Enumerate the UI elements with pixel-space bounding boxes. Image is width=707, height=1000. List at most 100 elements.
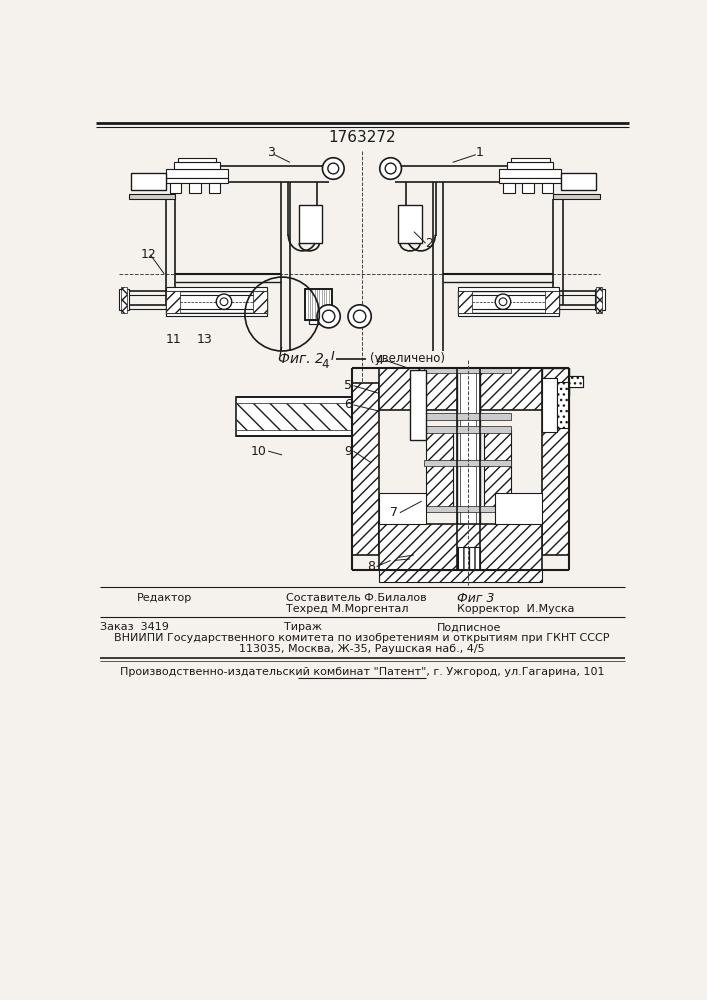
Text: Тираж: Тираж — [284, 622, 322, 632]
Circle shape — [220, 298, 228, 306]
Bar — [458, 291, 472, 312]
Text: 4: 4 — [321, 358, 328, 371]
Circle shape — [385, 163, 396, 174]
Bar — [166, 169, 228, 178]
Bar — [410, 370, 426, 440]
Text: 11: 11 — [165, 333, 182, 346]
Bar — [458, 312, 559, 316]
Text: ВНИИПИ Государственного комитета по изобретениям и открытиям при ГКНТ СССР: ВНИИПИ Государственного комитета по изоб… — [115, 633, 609, 643]
Bar — [131, 173, 166, 190]
Bar — [235, 403, 352, 430]
Text: 6: 6 — [344, 398, 352, 411]
Bar — [545, 291, 559, 312]
Text: 8: 8 — [367, 560, 375, 573]
Bar — [499, 169, 561, 178]
Circle shape — [322, 310, 335, 323]
Bar — [542, 368, 569, 395]
Text: 10: 10 — [251, 445, 267, 458]
Bar — [166, 287, 267, 291]
Text: Техред М.Моргентал: Техред М.Моргентал — [286, 604, 409, 614]
Bar — [379, 368, 542, 410]
Bar — [557, 382, 569, 428]
Text: 1763272: 1763272 — [328, 130, 396, 145]
Bar — [484, 430, 510, 509]
Bar — [458, 291, 559, 312]
Bar — [235, 397, 352, 436]
Bar — [554, 194, 600, 199]
Text: (увеличено): (увеличено) — [370, 352, 445, 365]
Bar — [510, 158, 549, 162]
Circle shape — [317, 305, 340, 328]
Text: 5: 5 — [344, 379, 352, 392]
Circle shape — [380, 158, 402, 179]
Text: 3: 3 — [267, 146, 274, 159]
Bar — [503, 183, 515, 193]
Bar — [174, 162, 220, 169]
Circle shape — [216, 294, 232, 309]
Bar — [398, 205, 421, 243]
Text: I: I — [331, 350, 335, 363]
Bar — [309, 320, 328, 324]
Text: 9: 9 — [344, 445, 352, 458]
Text: Составитель Ф.Билалов: Составитель Ф.Билалов — [286, 593, 426, 603]
Bar — [379, 524, 542, 570]
Bar — [209, 183, 220, 193]
Bar — [542, 383, 569, 555]
Bar — [424, 413, 510, 420]
Text: 2: 2 — [426, 237, 433, 250]
Bar — [253, 291, 267, 312]
Bar — [542, 378, 557, 432]
Bar — [495, 493, 542, 524]
Bar — [499, 178, 561, 183]
Bar — [596, 287, 602, 312]
Bar — [595, 289, 604, 310]
Text: Заказ  3419: Заказ 3419 — [100, 622, 169, 632]
Text: 113035, Москва, Ж-35, Раушская наб., 4/5: 113035, Москва, Ж-35, Раушская наб., 4/5 — [239, 644, 485, 654]
Bar — [305, 289, 332, 320]
Bar — [507, 162, 554, 169]
Text: 1: 1 — [476, 146, 484, 159]
Bar — [129, 194, 175, 199]
Text: 7: 7 — [390, 506, 398, 519]
Text: Редактор: Редактор — [136, 593, 192, 603]
Text: Подписное: Подписное — [437, 622, 501, 632]
Text: I: I — [279, 346, 283, 359]
Bar — [177, 158, 216, 162]
Circle shape — [322, 158, 344, 179]
Text: 4: 4 — [375, 354, 383, 367]
Bar — [458, 287, 559, 291]
Text: Корректор  И.Муска: Корректор И.Муска — [457, 604, 574, 614]
Bar — [424, 506, 510, 512]
Circle shape — [499, 298, 507, 306]
Circle shape — [354, 310, 366, 323]
Bar — [352, 383, 379, 555]
Bar — [424, 426, 510, 433]
Circle shape — [495, 294, 510, 309]
Bar — [457, 368, 480, 570]
Bar — [189, 183, 201, 193]
Bar — [119, 289, 129, 310]
Bar — [166, 178, 228, 183]
Bar — [170, 183, 182, 193]
Bar — [299, 205, 322, 243]
Bar — [379, 493, 426, 524]
Text: 13: 13 — [197, 333, 213, 346]
Bar — [166, 291, 180, 312]
Text: Фиг. 2: Фиг. 2 — [279, 352, 324, 366]
Bar — [569, 376, 583, 387]
Bar — [542, 183, 554, 193]
Bar — [424, 367, 510, 373]
Bar — [424, 460, 510, 466]
Text: Производственно-издательский комбинат "Патент", г. Ужгород, ул.Гагарина, 101: Производственно-издательский комбинат "П… — [119, 667, 604, 677]
Bar — [522, 183, 534, 193]
Circle shape — [328, 163, 339, 174]
Bar — [569, 376, 583, 387]
Bar — [166, 291, 267, 312]
Bar — [305, 289, 332, 320]
Bar — [379, 570, 542, 582]
Text: Фиг 3: Фиг 3 — [457, 592, 494, 605]
Bar — [561, 173, 596, 190]
Bar — [121, 287, 127, 312]
Text: 12: 12 — [141, 248, 157, 261]
Bar — [457, 547, 480, 570]
